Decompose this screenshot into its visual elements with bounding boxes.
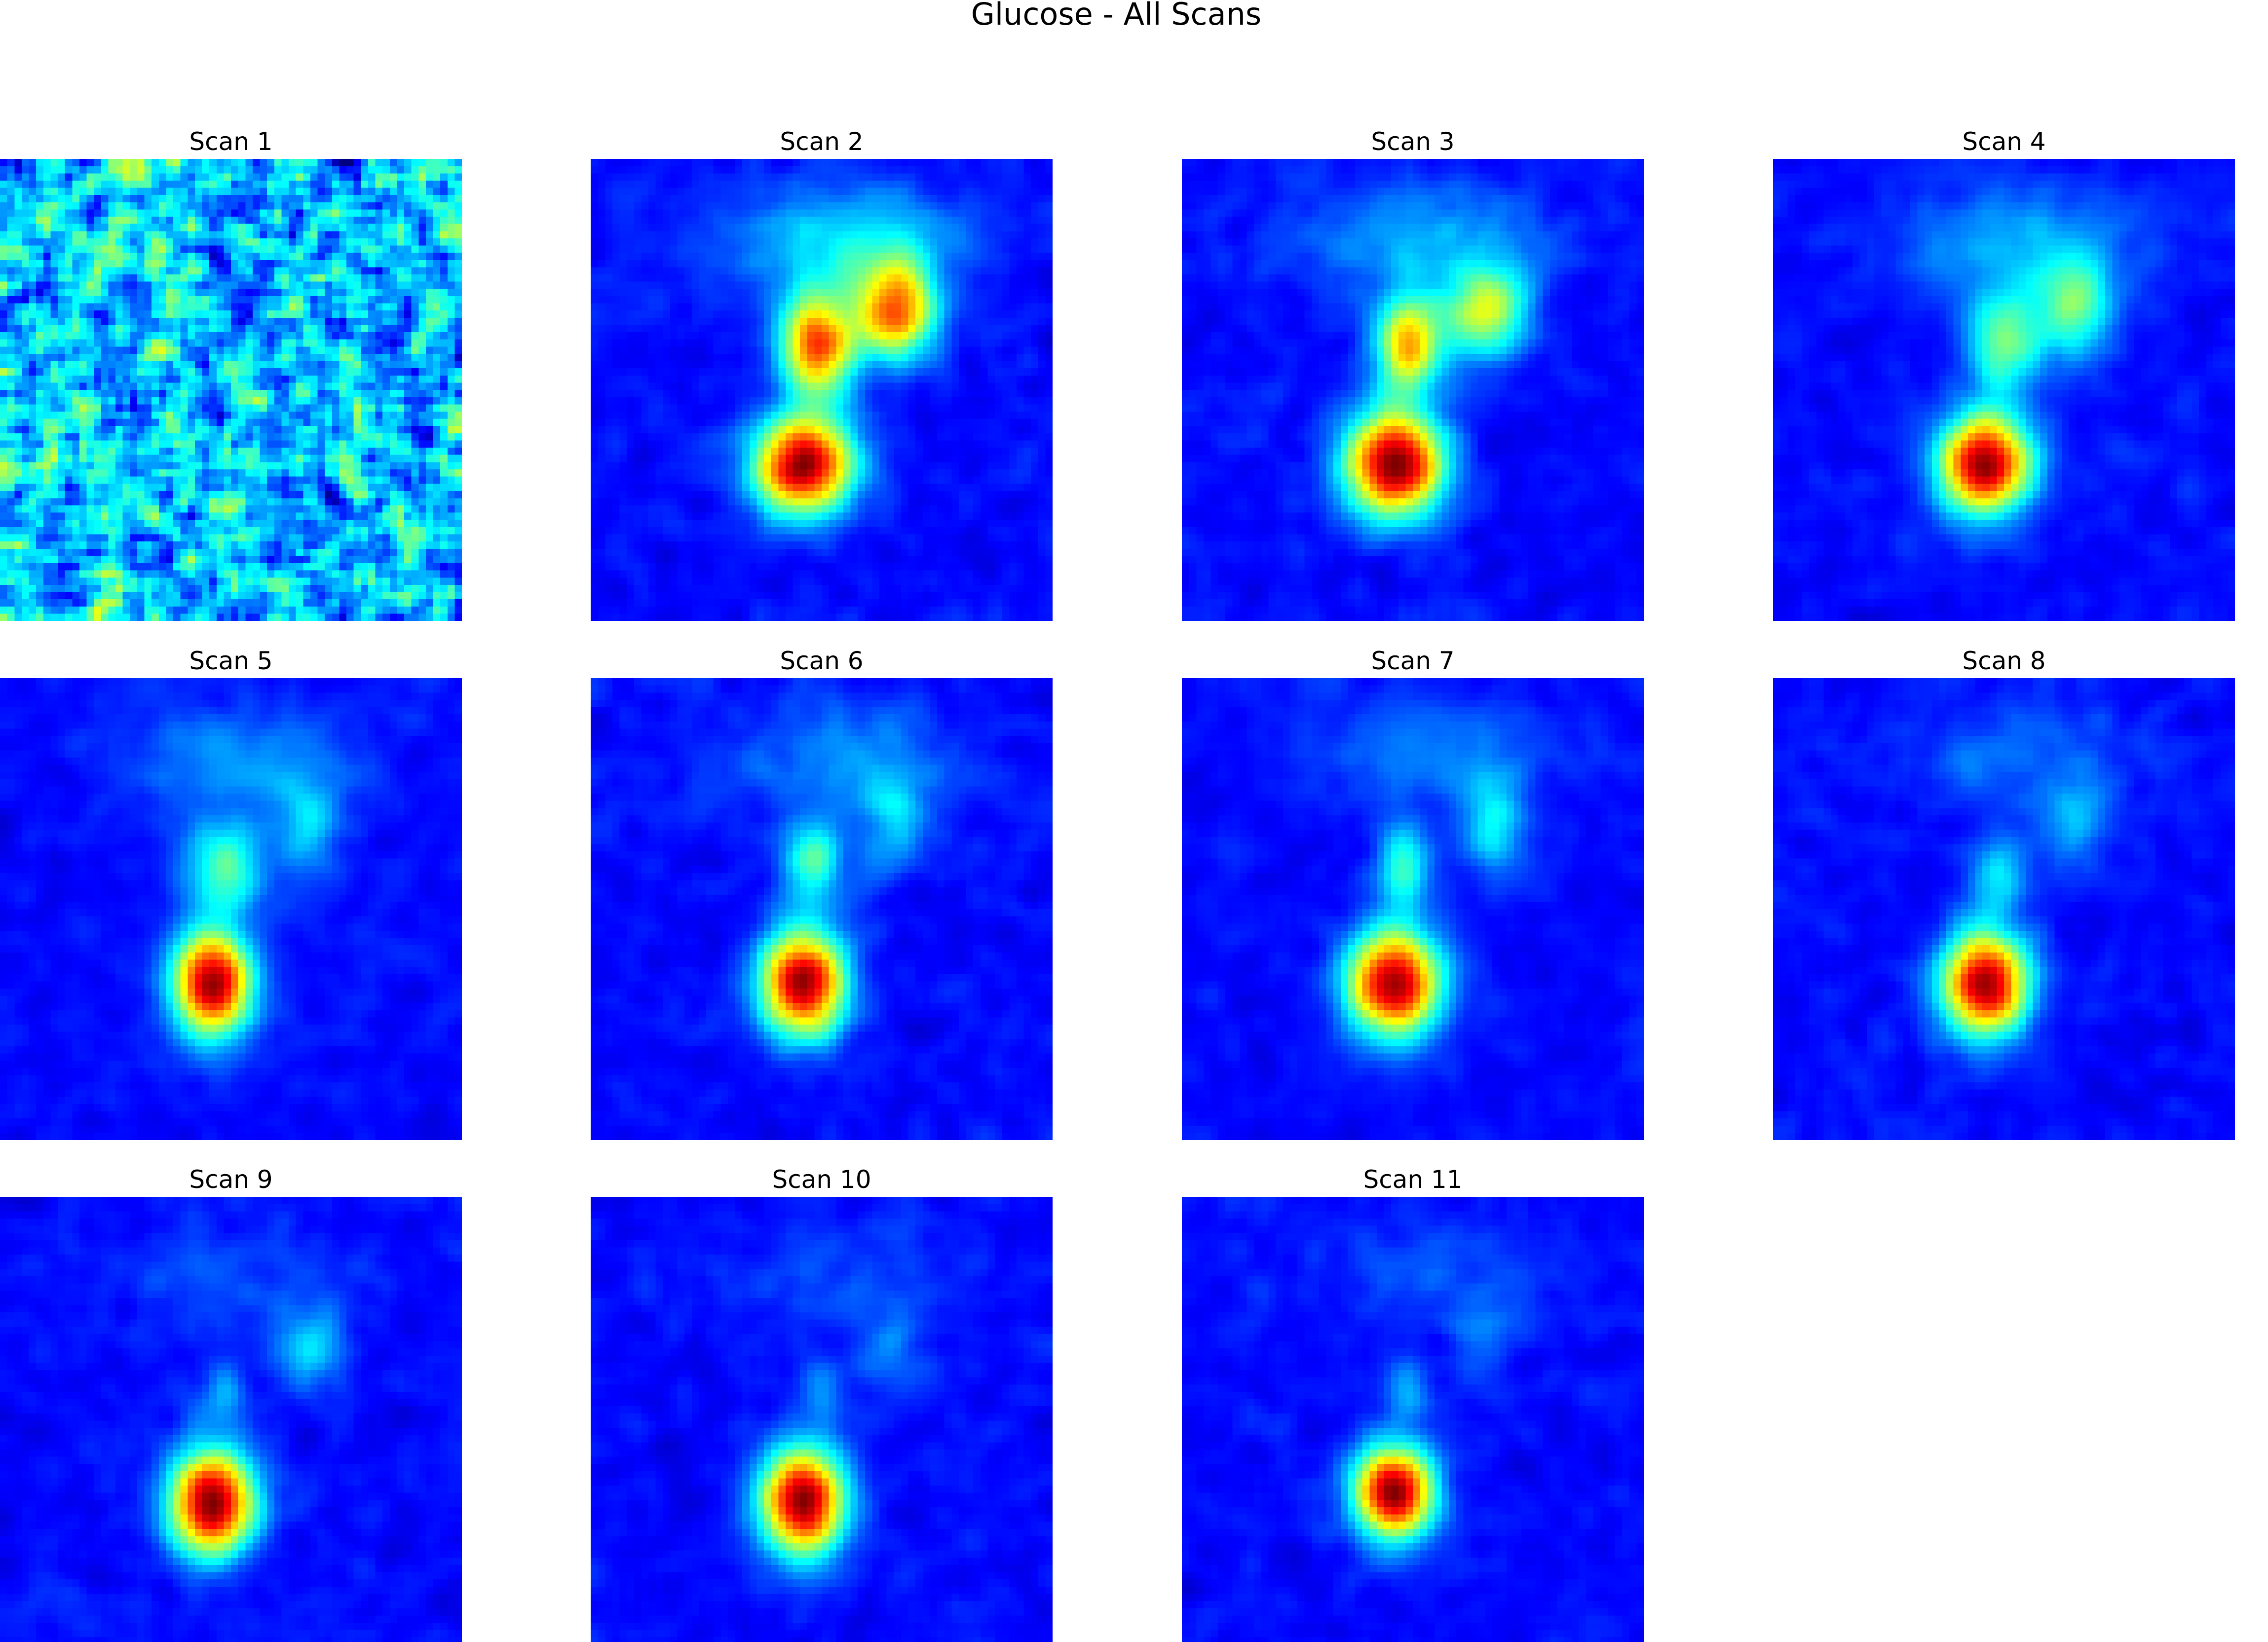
panel-title-3: Scan 3 <box>1371 127 1454 156</box>
panel-title-10: Scan 10 <box>772 1165 871 1194</box>
scan-panel-5: Scan 5 <box>0 647 462 1140</box>
panel-title-1: Scan 1 <box>189 127 272 156</box>
panel-title-7: Scan 7 <box>1371 647 1454 675</box>
panel-title-9: Scan 9 <box>189 1165 272 1194</box>
scan-panel-1: Scan 1 <box>0 127 462 621</box>
panel-title-8: Scan 8 <box>1962 647 2045 675</box>
scan-panel-11: Scan 11 <box>1182 1165 1644 1642</box>
scan-panel-3: Scan 3 <box>1182 127 1644 621</box>
panel-title-11: Scan 11 <box>1363 1165 1462 1194</box>
heatmap-image-6 <box>591 678 1053 1140</box>
figure-title: Glucose - All Scans <box>971 0 1261 32</box>
heatmap-image-10 <box>591 1197 1053 1642</box>
scan-panel-8: Scan 8 <box>1773 647 2235 1140</box>
heatmap-image-2 <box>591 159 1053 621</box>
scan-panel-6: Scan 6 <box>591 647 1053 1140</box>
heatmap-image-3 <box>1182 159 1644 621</box>
heatmap-image-11 <box>1182 1197 1644 1642</box>
scan-panel-10: Scan 10 <box>591 1165 1053 1642</box>
scan-panel-7: Scan 7 <box>1182 647 1644 1140</box>
panel-title-4: Scan 4 <box>1962 127 2045 156</box>
scan-panel-9: Scan 9 <box>0 1165 462 1642</box>
heatmap-image-8 <box>1773 678 2235 1140</box>
heatmap-image-1 <box>0 159 462 621</box>
heatmap-image-4 <box>1773 159 2235 621</box>
scan-panel-2: Scan 2 <box>591 127 1053 621</box>
heatmap-image-7 <box>1182 678 1644 1140</box>
panel-title-6: Scan 6 <box>780 647 863 675</box>
scan-panel-4: Scan 4 <box>1773 127 2235 621</box>
panel-title-5: Scan 5 <box>189 647 272 675</box>
heatmap-image-9 <box>0 1197 462 1642</box>
heatmap-image-5 <box>0 678 462 1140</box>
panel-title-2: Scan 2 <box>780 127 863 156</box>
